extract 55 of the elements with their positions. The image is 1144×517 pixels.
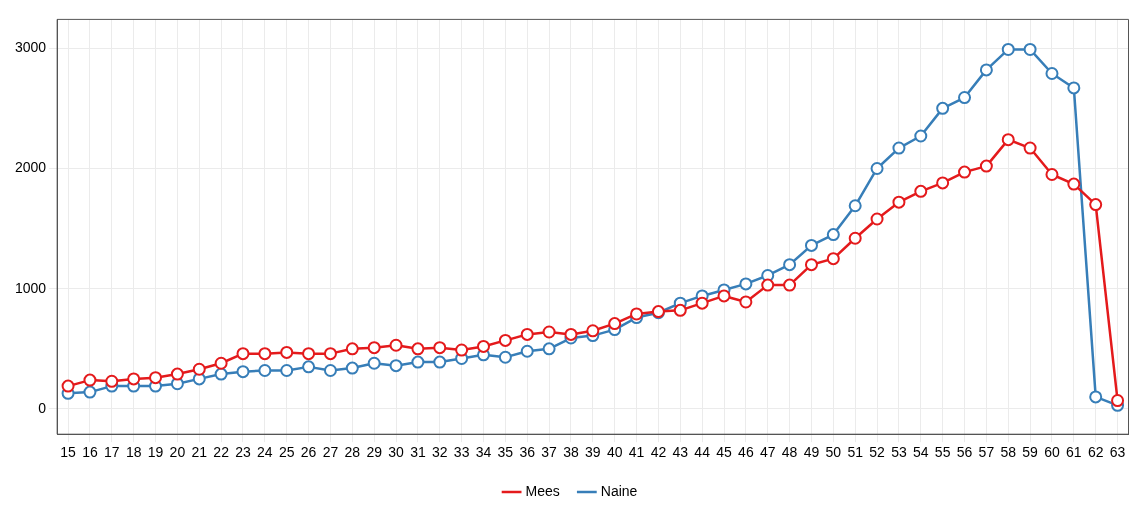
x-tick-label: 43 bbox=[672, 444, 689, 461]
x-tick-label: 39 bbox=[585, 444, 601, 461]
x-tick-label: 15 bbox=[60, 444, 77, 461]
x-tick-label: 44 bbox=[694, 444, 711, 461]
x-tick-label: 29 bbox=[366, 444, 383, 461]
x-tick-label: 62 bbox=[1087, 444, 1104, 461]
x-tick-label: 28 bbox=[344, 444, 361, 461]
x-tick-label: 63 bbox=[1109, 444, 1126, 461]
x-tick-label: 20 bbox=[169, 444, 186, 461]
x-tick-label: 60 bbox=[1044, 444, 1060, 461]
x-tick-label: 53 bbox=[891, 444, 907, 461]
x-tick-label: 52 bbox=[869, 444, 886, 461]
x-tick-label: 49 bbox=[803, 444, 820, 461]
x-tick-label: 57 bbox=[978, 444, 995, 461]
y-tick-label: 0 bbox=[38, 399, 47, 416]
legend-label: Naine bbox=[600, 482, 638, 499]
x-tick-label: 17 bbox=[104, 444, 120, 461]
x-tick-label: 19 bbox=[147, 444, 164, 461]
y-tick-label: 3000 bbox=[14, 39, 47, 56]
y-tick-label: 1000 bbox=[14, 279, 47, 296]
x-tick-label: 22 bbox=[213, 444, 230, 461]
x-tick-label: 26 bbox=[300, 444, 317, 461]
x-tick-label: 55 bbox=[934, 444, 951, 461]
x-tick-label: 42 bbox=[650, 444, 667, 461]
x-tick-label: 58 bbox=[1000, 444, 1017, 461]
x-tick-label: 54 bbox=[913, 444, 929, 461]
x-tick-label: 56 bbox=[956, 444, 973, 461]
x-tick-label: 34 bbox=[475, 444, 492, 461]
x-tick-label: 51 bbox=[847, 444, 864, 461]
x-tick-label: 36 bbox=[519, 444, 536, 461]
x-tick-label: 35 bbox=[497, 444, 514, 461]
y-tick-label: 2000 bbox=[14, 159, 47, 176]
x-tick-label: 30 bbox=[388, 444, 405, 461]
x-tick-label: 41 bbox=[628, 444, 645, 461]
x-tick-label: 37 bbox=[541, 444, 558, 461]
x-tick-label: 18 bbox=[125, 444, 142, 461]
x-tick-label: 27 bbox=[322, 444, 339, 461]
x-tick-label: 61 bbox=[1066, 444, 1082, 461]
x-tick-label: 33 bbox=[453, 444, 470, 461]
x-tick-label: 25 bbox=[278, 444, 295, 461]
x-tick-label: 24 bbox=[257, 444, 273, 461]
x-tick-label: 38 bbox=[563, 444, 579, 461]
x-tick-label: 46 bbox=[738, 444, 754, 461]
x-tick-label: 40 bbox=[606, 444, 623, 461]
x-tick-label: 16 bbox=[82, 444, 98, 461]
x-tick-label: 21 bbox=[191, 444, 208, 461]
x-tick-label: 47 bbox=[759, 444, 776, 461]
x-tick-label: 59 bbox=[1022, 444, 1039, 461]
x-tick-label: 50 bbox=[825, 444, 842, 461]
x-tick-label: 23 bbox=[235, 444, 251, 461]
x-tick-label: 48 bbox=[781, 444, 798, 461]
x-tick-label: 31 bbox=[410, 444, 426, 461]
x-tick-label: 32 bbox=[431, 444, 448, 461]
x-tick-label: 45 bbox=[716, 444, 733, 461]
legend-label: Mees bbox=[525, 482, 560, 499]
